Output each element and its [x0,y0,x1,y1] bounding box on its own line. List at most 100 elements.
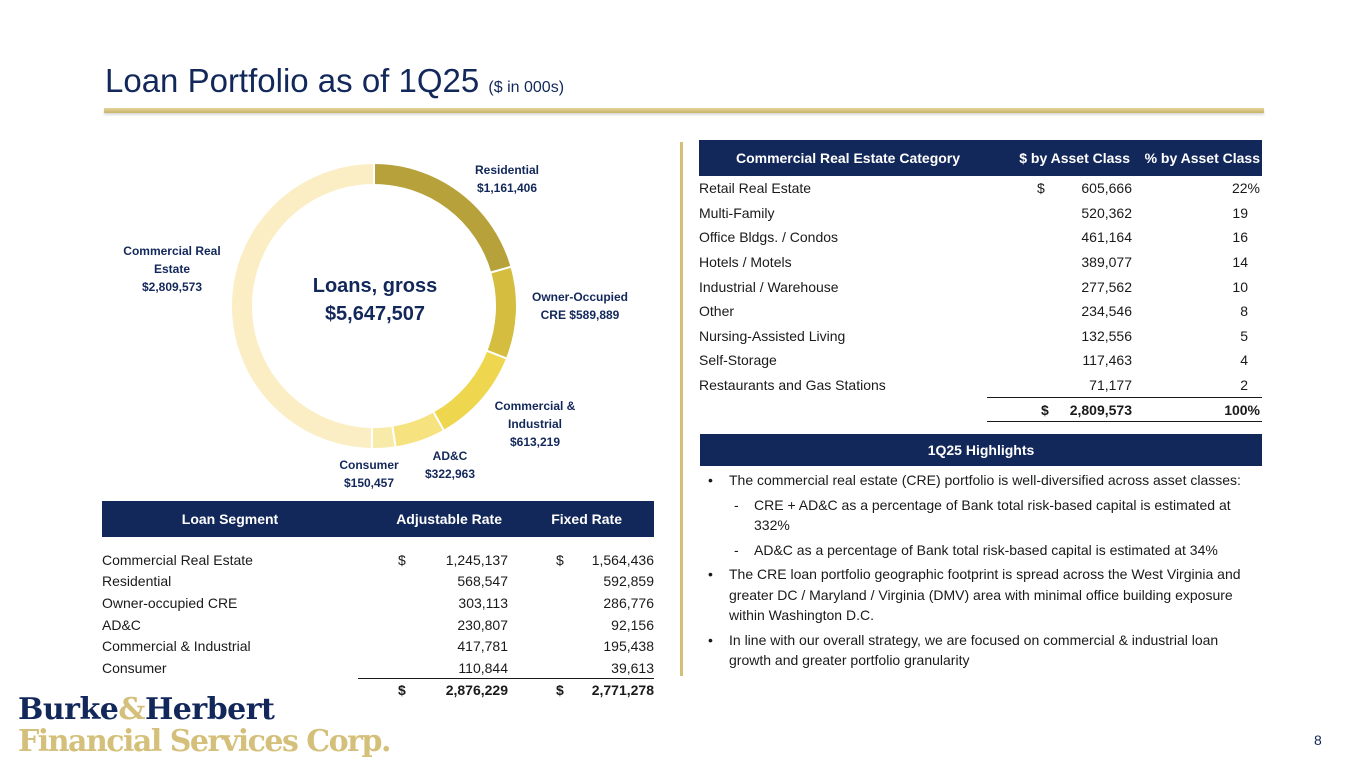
highlight-bullet-2: The CRE loan portfolio geographic footpr… [706,564,1264,626]
label-consumer-name: Consumer [339,458,399,472]
logo-burke: Burke [18,692,119,727]
label-residential-name: Residential [474,163,540,177]
loan-table-header: Loan Segment Adjustable Rate Fixed Rate [102,501,654,537]
table-row: Industrial / Warehouse 277,562 10 [699,274,1262,299]
cre-category-name: Hotels / Motels [699,254,792,271]
adjustable-total: 2,876,229 [445,681,508,698]
label-residential-value: $1,161,406 [476,181,538,195]
currency-symbol: $ [556,681,564,698]
label-consumer-value: $150,457 [343,476,395,490]
label-ci-name1: Commercial & [494,399,576,413]
highlight-bullet-1: The commercial real estate (CRE) portfol… [706,470,1264,491]
page-number: 8 [1314,732,1322,748]
cre-amount: 71,177 [1089,376,1132,393]
highlight-subbullet-2: AD&C as a percentage of Bank total risk-… [706,540,1264,561]
highlight-subbullet-1: CRE + AD&C as a percentage of Bank total… [706,495,1264,536]
fixed-amount: 39,613 [611,659,654,676]
cre-table-header: Commercial Real Estate Category $ by Ass… [699,140,1262,176]
header-adjustable-rate: Adjustable Rate [358,501,508,537]
label-adc-value: $322,963 [424,467,476,481]
label-residential: Residential $1,161,406 [462,161,552,197]
label-commercial-industrial: Commercial & Industrial $613,219 [485,397,585,451]
header-percent-by-asset-class: % by Asset Class [1132,140,1262,176]
cre-amount: 277,562 [1081,278,1132,295]
header-cre-category: Commercial Real Estate Category [699,140,987,176]
label-oocre-value: CRE $589,889 [540,308,620,322]
cre-percent: 16 [1232,229,1248,246]
vertical-divider [680,142,683,676]
cre-category-name: Nursing-Assisted Living [699,327,846,344]
label-ci-name2: Industrial [507,417,562,431]
table-row: Residential 568,547 592,859 [102,571,654,593]
adjustable-amount: 230,807 [457,616,508,633]
adjustable-amount: 110,844 [458,659,508,676]
label-commercial-real-estate: Commercial Real Estate $2,809,573 [112,242,232,296]
header-dollar-by-asset-class: $ by Asset Class [987,140,1132,176]
label-adc-name: AD&C [432,449,468,463]
cre-amount: 117,463 [1082,352,1132,369]
cre-percent: 8 [1240,303,1248,320]
cre-amount: 520,362 [1081,204,1132,221]
cre-percent: 14 [1232,254,1248,271]
cre-percent: 19 [1232,204,1248,221]
table-row: Other 234,546 8 [699,299,1262,324]
donut-slice-owner-occupied-cre [485,265,518,361]
cre-total-percent: 100% [1132,396,1262,423]
label-oocre-name: Owner-Occupied [531,290,629,304]
table-row: Self-Storage 117,463 4 [699,348,1262,373]
loan-segment-table: Loan Segment Adjustable Rate Fixed Rate … [102,501,654,701]
segment-name: Commercial & Industrial [102,638,251,655]
currency-symbol: $ [1037,180,1045,197]
segment-name: AD&C [102,616,141,633]
adjustable-amount: 303,113 [458,594,508,611]
segment-name: Residential [102,573,172,590]
table-row: Commercial Real Estate $1,245,137 $1,564… [102,549,654,571]
cre-amount: 132,556 [1081,327,1132,344]
fixed-amount: 286,776 [603,594,654,611]
highlights-list: The commercial real estate (CRE) portfol… [706,470,1264,675]
table-row: Retail Real Estate $605,666 22% [699,176,1262,201]
currency-symbol: $ [1041,401,1049,418]
cre-percent: 5 [1240,327,1248,344]
logo-wordmark-top: Burke&Herbert [18,692,275,727]
table-row: AD&C 230,807 92,156 [102,614,654,636]
label-adc: AD&C $322,963 [415,447,485,483]
label-cre-name2: Estate [153,262,191,276]
table-row: Hotels / Motels 389,077 14 [699,250,1262,275]
donut-slice-consumer [370,424,397,450]
highlights-header: 1Q25 Highlights [700,434,1262,466]
cre-amount: 234,546 [1081,303,1132,320]
cre-percent: 4 [1240,352,1248,369]
table-row: Nursing-Assisted Living 132,556 5 [699,324,1262,349]
logo-herbert: Herbert [144,692,275,727]
cre-amount: 389,077 [1081,254,1132,271]
table-row: Office Bldgs. / Condos 461,164 16 [699,225,1262,250]
cre-category-name: Multi-Family [699,204,775,221]
adjustable-amount: 568,547 [457,573,508,590]
currency-symbol: $ [398,681,406,698]
segment-name: Commercial Real Estate [102,551,253,568]
cre-category-name: Restaurants and Gas Stations [699,377,886,394]
label-cre-value: $2,809,573 [141,280,203,294]
title-units: ($ in 000s) [488,79,565,96]
cre-category-name: Self-Storage [699,352,777,369]
label-consumer: Consumer $150,457 [334,456,404,492]
cre-table-total-row: $2,809,573 100% [699,396,1262,423]
loan-donut-chart [230,161,518,450]
fixed-total: 2,771,278 [591,681,654,698]
cre-percent: 2 [1240,376,1248,393]
label-ci-value: $613,219 [509,435,561,449]
label-owner-occupied-cre: Owner-Occupied CRE $589,889 [525,288,635,324]
cre-percent: 10 [1232,278,1248,295]
label-cre-name1: Commercial Real [123,244,221,258]
cre-amount: 605,666 [1081,180,1132,197]
cre-category-name: Retail Real Estate [699,180,812,197]
currency-symbol: $ [556,551,564,568]
fixed-amount: 92,156 [611,616,654,633]
fixed-amount: 1,564,436 [591,551,654,568]
cre-category-name: Industrial / Warehouse [699,278,839,295]
cre-category-name: Other [699,303,735,320]
page-title: Loan Portfolio as of 1Q25 ($ in 000s) [105,62,564,100]
fixed-amount: 592,859 [603,573,654,590]
cre-percent: 22% [1231,180,1260,197]
